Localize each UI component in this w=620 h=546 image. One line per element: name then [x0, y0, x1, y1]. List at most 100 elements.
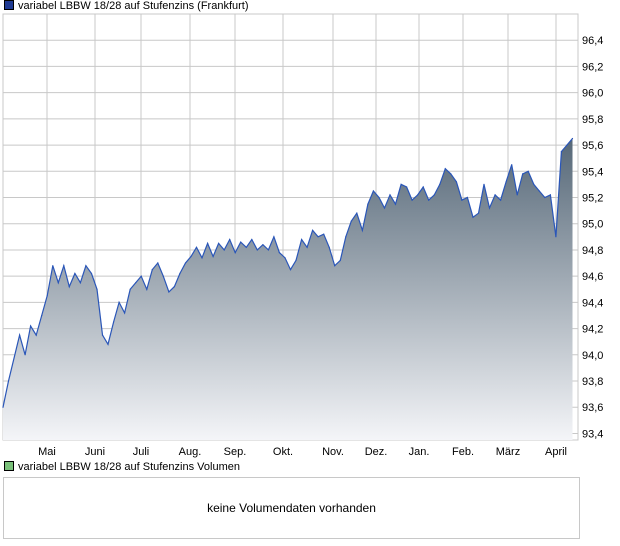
price-point — [538, 190, 540, 192]
price-point — [406, 186, 408, 188]
price-point — [505, 181, 507, 183]
price-point — [339, 259, 341, 261]
y-tick-label: 94,6 — [582, 271, 603, 283]
y-tick-label: 96,2 — [582, 61, 603, 73]
price-point — [289, 269, 292, 271]
price-point — [146, 288, 148, 290]
price-point — [328, 246, 330, 248]
price-legend: variabel LBBW 18/28 auf Stufenzins (Fran… — [4, 0, 249, 13]
price-point — [350, 220, 352, 222]
price-point — [190, 255, 192, 258]
price-point — [52, 265, 54, 267]
price-point — [162, 275, 164, 277]
price-point — [466, 196, 468, 199]
price-point — [262, 244, 264, 246]
price-point — [157, 262, 159, 264]
price-point — [63, 265, 65, 267]
y-tick-label: 95,8 — [582, 114, 603, 126]
price-point — [179, 272, 181, 275]
y-tick-label: 93,4 — [582, 428, 603, 440]
price-point — [96, 288, 98, 290]
price-point — [378, 196, 380, 199]
x-tick-label: März — [496, 446, 520, 458]
price-point — [135, 282, 137, 284]
price-point — [107, 343, 109, 345]
price-point — [500, 199, 502, 201]
price-point — [383, 207, 386, 209]
price-point — [124, 312, 126, 314]
volume-legend-label: variabel LBBW 18/28 auf Stufenzins Volum… — [18, 461, 240, 473]
price-point — [234, 252, 236, 254]
x-tick-label: Feb. — [452, 446, 474, 458]
volume-legend-swatch — [4, 461, 14, 471]
price-point — [306, 246, 308, 248]
price-point — [284, 257, 286, 259]
x-tick-label: April — [545, 446, 567, 458]
price-point — [566, 144, 568, 146]
price-point — [240, 241, 242, 243]
price-point — [184, 262, 187, 264]
price-point — [417, 194, 419, 196]
price-point — [256, 249, 258, 251]
price-point — [361, 229, 363, 231]
price-point — [68, 286, 70, 288]
price-point — [560, 151, 563, 153]
price-point — [394, 203, 397, 205]
price-point — [273, 236, 275, 238]
price-point — [113, 321, 115, 323]
price-point — [317, 236, 319, 238]
price-point — [488, 207, 491, 209]
price-point — [278, 252, 280, 254]
price-point — [533, 183, 535, 185]
price-point — [356, 212, 358, 214]
price-point — [41, 314, 43, 317]
price-legend-label: variabel LBBW 18/28 auf Stufenzins (Fran… — [18, 0, 249, 12]
x-tick-label: Juli — [133, 446, 150, 458]
price-point — [46, 295, 48, 297]
y-tick-label: 93,8 — [582, 376, 603, 388]
price-point — [494, 194, 496, 196]
price-point — [555, 236, 557, 238]
price-point — [212, 255, 214, 258]
x-tick-label: Nov. — [322, 446, 344, 458]
y-tick-label: 93,6 — [582, 402, 603, 414]
y-tick-label: 94,2 — [582, 324, 603, 336]
price-point — [229, 238, 231, 241]
price-point — [428, 199, 430, 201]
price-point — [444, 168, 446, 170]
x-tick-label: Okt. — [273, 446, 293, 458]
no-volume-message: keine Volumendaten vorhanden — [207, 501, 376, 515]
y-tick-label: 95,2 — [582, 193, 603, 205]
price-point — [334, 265, 336, 267]
price-point — [19, 334, 21, 336]
price-point — [7, 380, 10, 382]
x-tick-label: Sep. — [224, 446, 247, 458]
price-point — [90, 272, 93, 275]
x-tick-label: Jan. — [409, 446, 430, 458]
price-point — [295, 259, 297, 261]
price-point — [267, 249, 269, 251]
price-point — [571, 137, 574, 140]
price-point — [461, 199, 463, 201]
price-point — [527, 170, 529, 172]
price-point — [207, 242, 209, 244]
price-point — [118, 301, 120, 303]
price-point — [450, 173, 452, 175]
x-tick-label: Aug. — [179, 446, 202, 458]
y-tick-label: 95,6 — [582, 140, 603, 152]
y-tick-label: 94,0 — [582, 350, 603, 362]
price-point — [367, 203, 369, 205]
price-point — [35, 334, 37, 336]
price-point — [168, 291, 170, 293]
price-point — [422, 186, 424, 188]
price-area — [3, 138, 573, 440]
price-point — [195, 246, 198, 248]
price-point — [483, 183, 485, 185]
y-tick-label: 94,4 — [582, 297, 603, 309]
volume-legend: variabel LBBW 18/28 auf Stufenzins Volum… — [4, 461, 240, 474]
price-point — [389, 194, 391, 196]
price-point — [345, 236, 347, 238]
price-point — [472, 216, 474, 218]
price-point — [323, 233, 325, 235]
price-point — [477, 212, 480, 214]
